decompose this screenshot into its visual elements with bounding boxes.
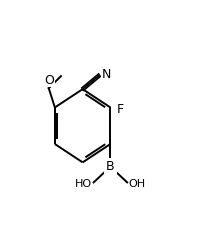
Text: O: O — [45, 73, 54, 86]
Text: HO: HO — [75, 179, 92, 189]
Text: N: N — [102, 68, 111, 81]
Text: B: B — [106, 160, 115, 173]
Text: OH: OH — [129, 179, 146, 189]
Text: F: F — [116, 103, 124, 116]
